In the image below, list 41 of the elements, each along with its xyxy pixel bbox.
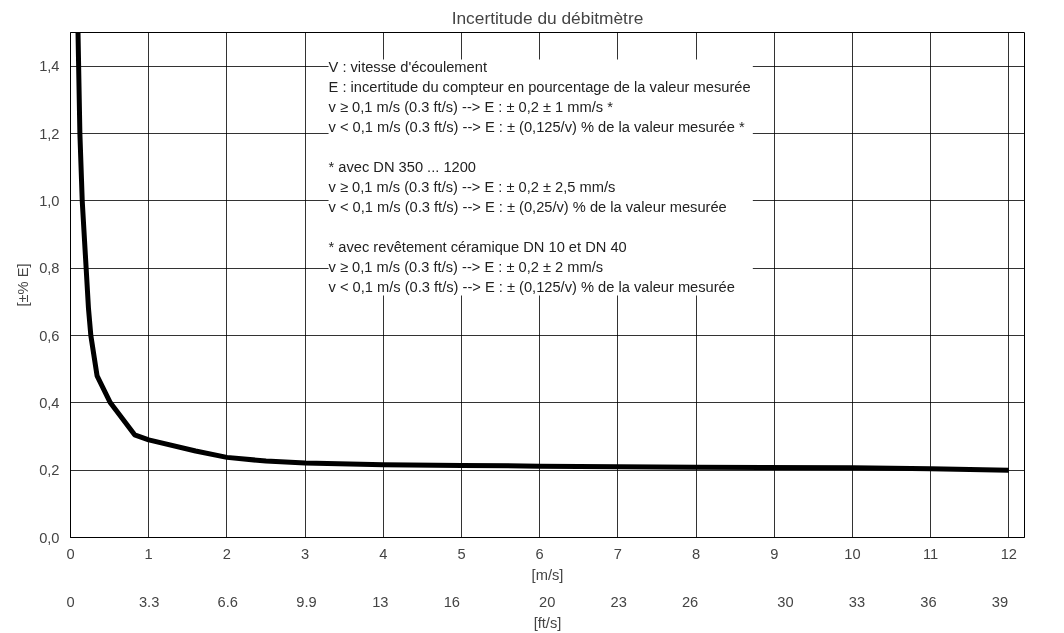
x-tick-label: 5 bbox=[457, 545, 466, 562]
x2-tick-label: 26 bbox=[681, 593, 699, 610]
x-tick-label: 6 bbox=[535, 545, 544, 562]
x-tick-label: 3 bbox=[301, 545, 310, 562]
x2-tick-label: 16 bbox=[443, 593, 460, 610]
x2-tick-label: 20 bbox=[538, 593, 556, 610]
x2-tick-label: 6.6 bbox=[217, 593, 238, 610]
y-tick-label: 0,6 bbox=[39, 327, 60, 344]
y-tick-label: 1,0 bbox=[39, 192, 60, 209]
annotation: * avec revêtement céramique DN 10 et DN 40 v ≥ 0,1 m/s (0.3 ft/s) --> E : ± 0,2 ± 2 mm/s v < 0,1 m/s (0.3 ft/s) --> E : ± (0,125/v) % de la valeur mesurée bbox=[328, 239, 735, 296]
x-tick-label: 11 bbox=[923, 545, 939, 562]
x2-tick-label: 36 bbox=[920, 593, 937, 610]
x2-tick-label: 0 bbox=[66, 593, 75, 610]
y-tick-label: 0,0 bbox=[39, 529, 60, 546]
x2-tick-label: 23 bbox=[610, 593, 627, 610]
x-tick-label: 2 bbox=[222, 545, 231, 562]
annotation: V : vitesse d'écoulement E : incertitude du compteur en pourcentage de la valeur mesurée v ≥ 0,1 m/s (0.3 ft/s) --> E : ± 0,2 ± 1 mm/s * v < 0,1 m/s (0.3 ft/s) --> E : ± (0,125/v) % de la valeur mesurée * bbox=[328, 59, 751, 136]
x-tick-label: 8 bbox=[692, 545, 701, 562]
x-axis-title: [m/s] bbox=[531, 566, 564, 583]
y-tick-label: 1,2 bbox=[39, 125, 60, 142]
chart-title: Incertitude du débitmètre bbox=[451, 7, 644, 28]
y-tick-label: 0,8 bbox=[39, 260, 60, 277]
x-tick-label: 9 bbox=[770, 545, 779, 562]
x2-axis-title: [ft/s] bbox=[533, 614, 562, 631]
x-tick-label: 1 bbox=[144, 545, 153, 562]
y-tick-label: 0,4 bbox=[39, 394, 60, 411]
x-tick-label: 12 bbox=[1000, 545, 1018, 562]
x2-tick-label: 30 bbox=[777, 593, 794, 610]
y-tick-label: 1,4 bbox=[39, 58, 60, 75]
annotation: * avec DN 350 ... 1200 v ≥ 0,1 m/s (0.3 ft/s) --> E : ± 0,2 ± 2,5 mm/s v < 0,1 m/s (0.3 ft/s) --> E : ± (0,25/v) % de la valeur mesurée bbox=[328, 159, 727, 216]
x2-tick-label: 3.3 bbox=[138, 593, 160, 610]
x-tick-label: 7 bbox=[613, 545, 622, 562]
x-tick-label: 10 bbox=[844, 545, 861, 562]
x-tick-label: 0 bbox=[66, 545, 75, 562]
x2-tick-label: 39 bbox=[991, 593, 1009, 610]
y-tick-label: 0,2 bbox=[39, 462, 60, 479]
x2-tick-label: 13 bbox=[372, 593, 389, 610]
x-tick-label: 4 bbox=[379, 545, 388, 562]
y-axis-title: [±% E] bbox=[15, 263, 32, 307]
x2-tick-label: 9.9 bbox=[296, 593, 317, 610]
x2-tick-label: 33 bbox=[848, 593, 866, 610]
